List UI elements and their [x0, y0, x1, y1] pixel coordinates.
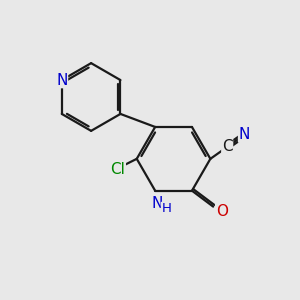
- Text: H: H: [161, 202, 171, 215]
- Text: C: C: [222, 140, 232, 154]
- Text: N: N: [238, 127, 250, 142]
- Text: N: N: [56, 73, 68, 88]
- Text: Cl: Cl: [110, 161, 125, 176]
- Text: N: N: [152, 196, 163, 211]
- Text: O: O: [216, 204, 228, 219]
